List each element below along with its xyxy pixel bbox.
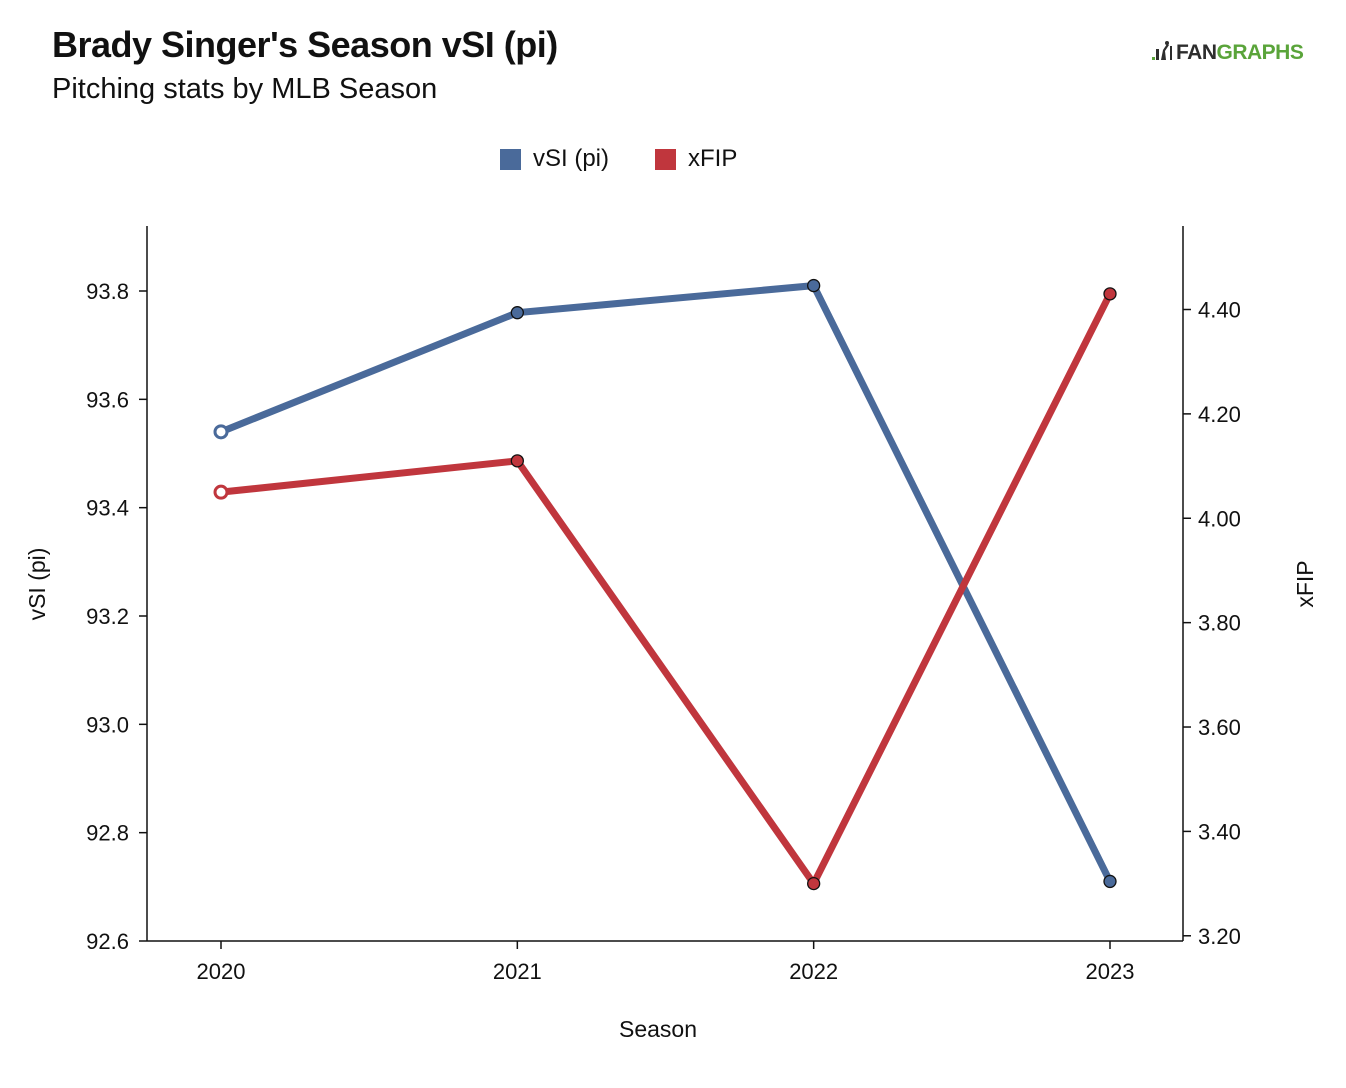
x-tick-label: 2023: [1086, 959, 1135, 984]
point-vsi-2021[interactable]: [510, 306, 524, 320]
legend-swatch-vsi: [500, 148, 521, 170]
legend-item-xfip[interactable]: xFIP: [655, 145, 737, 173]
left-y-tick-label: 93.2: [86, 604, 129, 629]
x-tick-label: 2021: [493, 959, 542, 984]
series-lines: [219, 281, 1114, 891]
series-line-vsi: [219, 281, 1114, 883]
right-y-tick-label: 4.40: [1198, 298, 1241, 323]
legend: vSI (pi) xFIP: [500, 145, 783, 173]
point-xfip-2020[interactable]: [213, 484, 229, 500]
chart-title: Brady Singer's Season vSI (pi): [52, 24, 558, 65]
left-y-tick-label: 93.0: [86, 712, 129, 737]
batter-logo-icon: [1152, 41, 1172, 60]
right-y-axis-ticks: 3.20 3.40 3.60 3.80 4.00 4.20 4.40: [1183, 298, 1241, 949]
logo-text-graphs: GRAPHS: [1216, 41, 1304, 64]
right-y-tick-label: 4.20: [1198, 402, 1241, 427]
x-tick-label: 2022: [789, 959, 838, 984]
right-y-tick-label: 3.20: [1198, 924, 1241, 949]
right-y-axis-label: xFIP: [1292, 560, 1318, 607]
right-y-tick-label: 3.80: [1198, 611, 1241, 636]
x-axis-ticks: 2020 2021 2022 2023: [197, 941, 1135, 984]
point-vsi-2020[interactable]: [213, 424, 229, 440]
point-xfip-2021[interactable]: [510, 454, 524, 468]
left-y-axis-ticks: 92.6 92.8 93.0 93.2 93.4 93.6 93.8: [86, 279, 147, 954]
fangraphs-logo[interactable]: FAN GRAPHS: [1150, 40, 1304, 66]
point-vsi-2023[interactable]: [1103, 874, 1117, 889]
right-y-tick-label: 3.40: [1198, 819, 1241, 844]
chart-subtitle: Pitching stats by MLB Season: [52, 73, 438, 105]
point-xfip-2022[interactable]: [807, 876, 821, 891]
right-y-tick-label: 4.00: [1198, 506, 1241, 531]
point-xfip-2023[interactable]: [1103, 287, 1117, 301]
left-y-tick-label: 93.6: [86, 387, 129, 412]
left-y-tick-label: 93.4: [86, 496, 129, 521]
logo-text-fan: FAN: [1176, 41, 1217, 64]
legend-item-vsi[interactable]: vSI (pi): [500, 145, 609, 173]
series-line-xfip: [220, 292, 1114, 891]
left-y-tick-label: 92.6: [86, 929, 129, 954]
legend-swatch-xfip: [655, 148, 677, 170]
x-axis-label: Season: [619, 1016, 697, 1042]
x-tick-label: 2020: [197, 959, 246, 984]
left-y-tick-label: 93.8: [86, 279, 129, 304]
legend-label-vsi: vSI (pi): [533, 145, 610, 172]
point-vsi-2022[interactable]: [807, 278, 821, 293]
left-y-axis-label: vSI (pi): [24, 548, 50, 621]
series-points: [213, 278, 1117, 891]
right-y-tick-label: 3.60: [1198, 715, 1241, 740]
left-y-tick-label: 92.8: [86, 821, 129, 846]
legend-label-xfip: xFIP: [688, 145, 738, 172]
